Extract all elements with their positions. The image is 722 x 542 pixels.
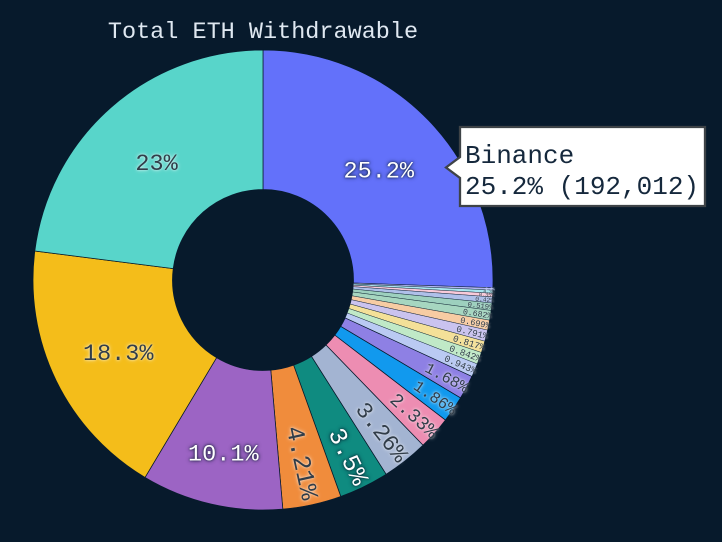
svg-text:25.2% (192,012): 25.2% (192,012) (465, 172, 699, 202)
svg-text:0.3%: 0.3% (483, 289, 495, 296)
svg-text:0.35%: 0.35% (479, 292, 496, 299)
svg-text:0.2%: 0.2% (485, 288, 495, 292)
svg-text:Total ETH Withdrawable: Total ETH Withdrawable (108, 19, 418, 46)
svg-text:10.1%: 10.1% (188, 442, 259, 469)
svg-text:18.3%: 18.3% (83, 341, 154, 368)
svg-text:0.519%: 0.519% (467, 302, 494, 313)
svg-text:Binance: Binance (465, 141, 574, 171)
svg-text:0.42%: 0.42% (475, 296, 495, 305)
svg-text:23%: 23% (135, 151, 178, 178)
svg-text:25.2%: 25.2% (343, 158, 414, 185)
svg-text:0.682%: 0.682% (462, 308, 493, 321)
